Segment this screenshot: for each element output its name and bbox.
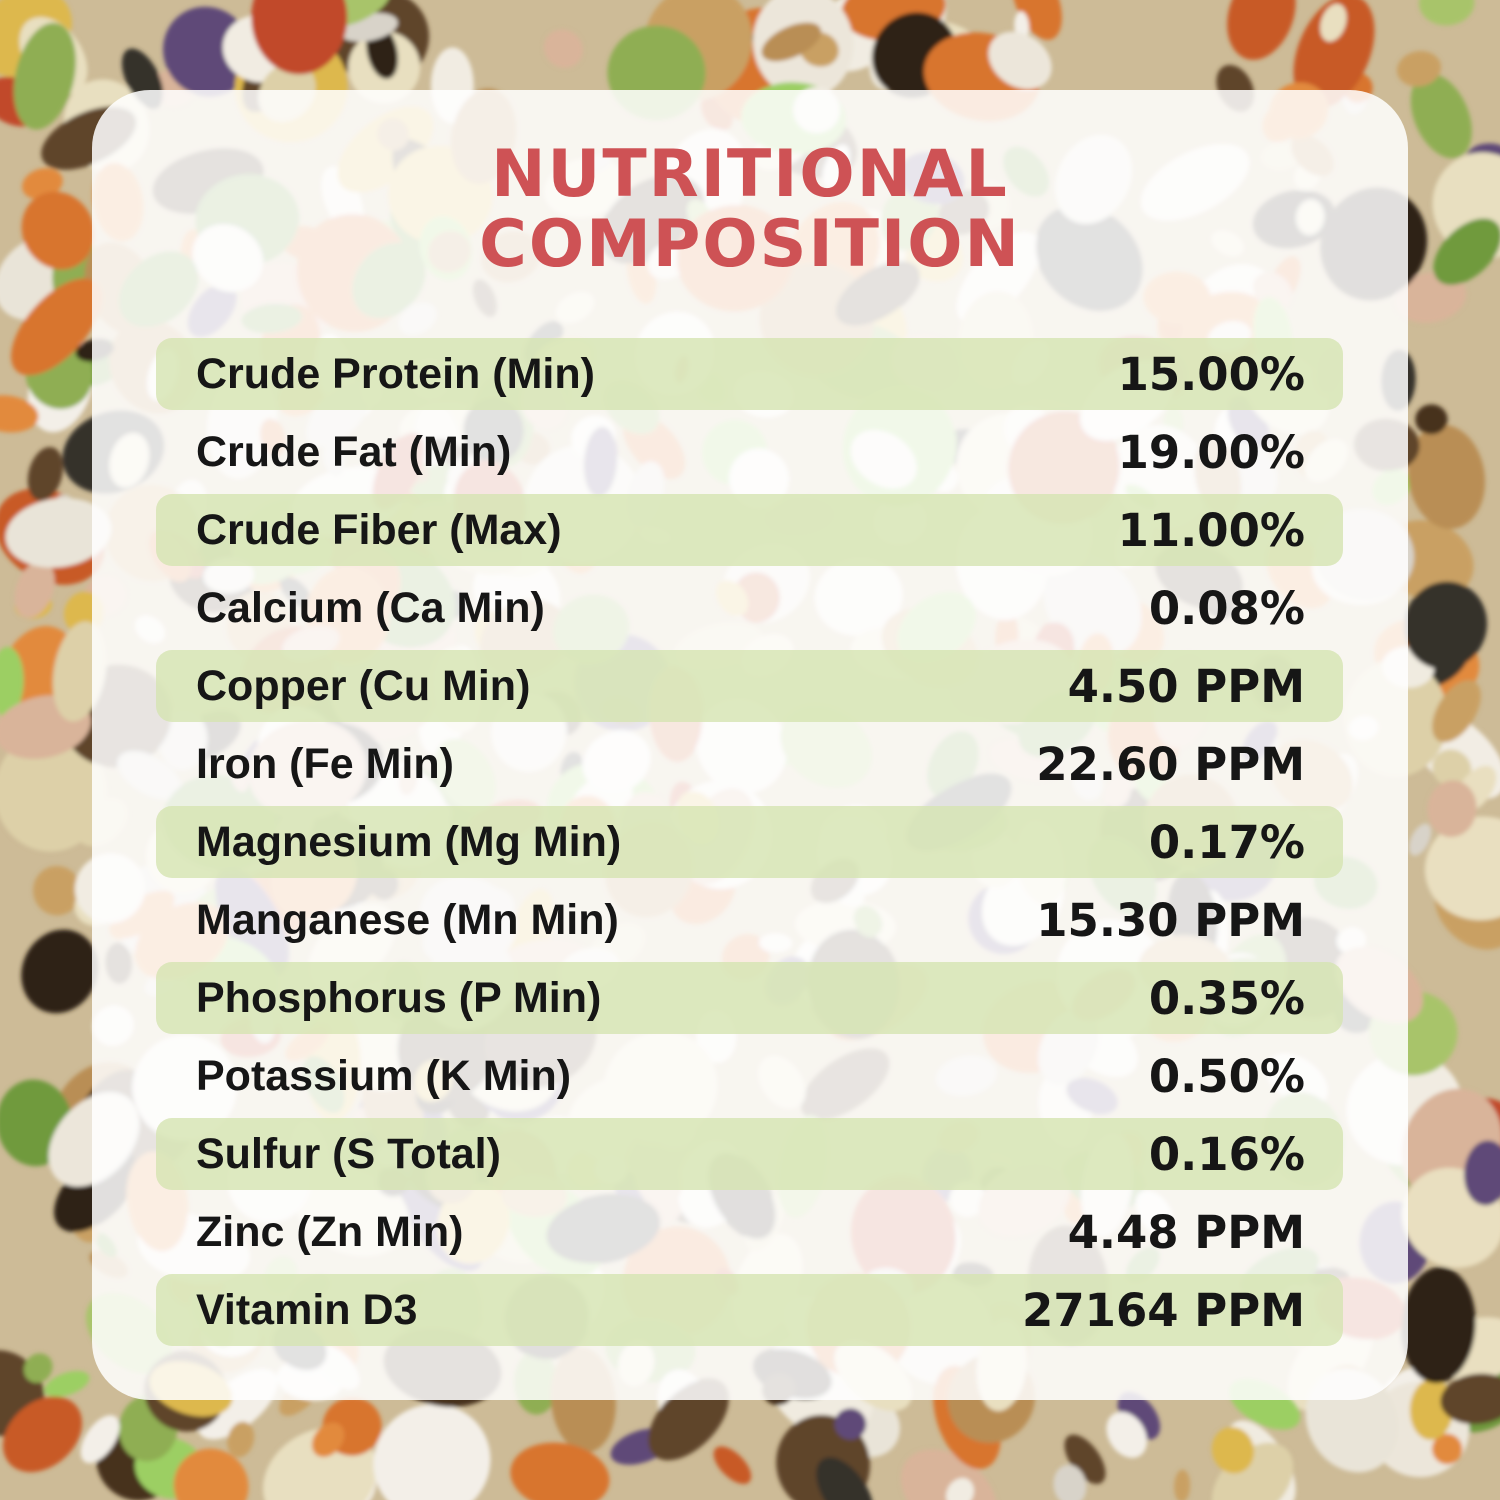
nutrition-table: Crude Protein (Min) 15.00% Crude Fat (Mi…: [156, 338, 1343, 1352]
table-row: Phosphorus (P Min) 0.35%: [156, 962, 1343, 1034]
nutrient-label: Potassium (K Min): [196, 1051, 572, 1100]
nutrient-value: 27164 PPM: [1022, 1283, 1305, 1337]
nutrient-label: Crude Fat (Min): [196, 427, 512, 476]
table-row: Crude Fiber (Max) 11.00%: [156, 494, 1343, 566]
table-row: Crude Protein (Min) 15.00%: [156, 338, 1343, 410]
nutrient-value: 22.60 PPM: [1036, 737, 1305, 791]
nutrient-value: 19.00%: [1117, 425, 1305, 479]
title-line-1: NUTRITIONAL: [491, 137, 1009, 212]
table-row: Sulfur (S Total) 0.16%: [156, 1118, 1343, 1190]
nutrient-label: Vitamin D3: [196, 1285, 418, 1334]
table-row: Manganese (Mn Min) 15.30 PPM: [156, 884, 1343, 956]
nutrient-value: 0.50%: [1148, 1049, 1305, 1103]
nutrient-value: 0.35%: [1148, 971, 1305, 1025]
title-line-2: COMPOSITION: [479, 207, 1021, 282]
nutrition-panel: NUTRITIONAL COMPOSITION Crude Protein (M…: [92, 90, 1408, 1400]
table-row: Vitamin D3 27164 PPM: [156, 1274, 1343, 1346]
table-row: Copper (Cu Min) 4.50 PPM: [156, 650, 1343, 722]
table-row: Magnesium (Mg Min) 0.17%: [156, 806, 1343, 878]
nutrient-value: 0.17%: [1148, 815, 1305, 869]
nutrient-value: 15.30 PPM: [1036, 893, 1305, 947]
nutrient-value: 11.00%: [1117, 503, 1305, 557]
nutrient-label: Phosphorus (P Min): [196, 973, 602, 1022]
nutrient-value: 4.50 PPM: [1067, 659, 1305, 713]
nutrient-label: Magnesium (Mg Min): [196, 817, 622, 866]
nutrient-label: Iron (Fe Min): [196, 739, 454, 788]
table-row: Zinc (Zn Min) 4.48 PPM: [156, 1196, 1343, 1268]
nutrient-value: 0.16%: [1148, 1127, 1305, 1181]
table-row: Crude Fat (Min) 19.00%: [156, 416, 1343, 488]
table-row: Iron (Fe Min) 22.60 PPM: [156, 728, 1343, 800]
nutrient-label: Zinc (Zn Min): [196, 1207, 464, 1256]
nutrient-value: 0.08%: [1148, 581, 1305, 635]
nutrient-label: Calcium (Ca Min): [196, 583, 545, 632]
nutrient-label: Crude Protein (Min): [196, 349, 595, 398]
nutrient-label: Sulfur (S Total): [196, 1129, 501, 1178]
nutrient-value: 4.48 PPM: [1067, 1205, 1305, 1259]
table-row: Calcium (Ca Min) 0.08%: [156, 572, 1343, 644]
nutrient-label: Crude Fiber (Max): [196, 505, 562, 554]
table-row: Potassium (K Min) 0.50%: [156, 1040, 1343, 1112]
page-title: NUTRITIONAL COMPOSITION: [92, 140, 1408, 280]
nutrient-label: Copper (Cu Min): [196, 661, 531, 710]
nutrient-value: 15.00%: [1117, 347, 1305, 401]
nutrient-label: Manganese (Mn Min): [196, 895, 619, 944]
